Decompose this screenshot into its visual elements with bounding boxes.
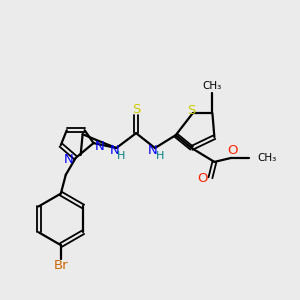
Text: N: N <box>110 145 119 158</box>
Text: CH₃: CH₃ <box>257 153 276 163</box>
Text: H: H <box>117 151 125 161</box>
Text: O: O <box>227 143 238 157</box>
Text: N: N <box>94 140 104 152</box>
Text: H: H <box>156 151 164 161</box>
Text: O: O <box>197 172 208 185</box>
Text: CH₃: CH₃ <box>203 81 222 91</box>
Text: Br: Br <box>53 260 68 272</box>
Text: S: S <box>188 104 196 117</box>
Text: N: N <box>148 145 158 158</box>
Text: S: S <box>132 103 140 116</box>
Text: N: N <box>64 153 74 167</box>
